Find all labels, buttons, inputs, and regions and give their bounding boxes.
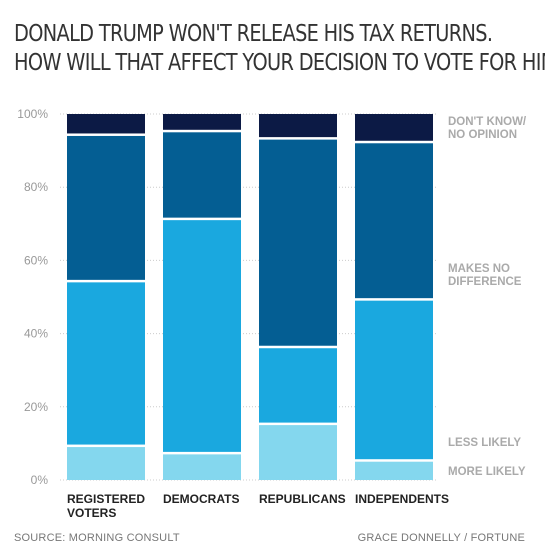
bar-segment xyxy=(259,114,337,138)
bar-segment xyxy=(355,300,433,460)
legend-label: MORE LIKELY xyxy=(448,466,526,478)
bar-segment xyxy=(355,143,433,299)
bar-segment xyxy=(259,348,337,423)
y-tick-label: 80% xyxy=(24,180,48,194)
y-tick-label: 60% xyxy=(24,253,48,267)
bar-segment xyxy=(67,114,145,134)
legend: MORE LIKELY LESS LIKELY MAKES NODIFFERENCE… xyxy=(448,116,527,478)
y-tick-label: 20% xyxy=(24,400,48,414)
x-category-label: VOTERS xyxy=(67,506,116,520)
bar-segment xyxy=(163,132,241,218)
source-note: SOURCE: MORNING CONSULT xyxy=(14,532,180,544)
chart-title: DONALD TRUMP WON'T RELEASE HIS TAX RETUR… xyxy=(14,20,545,78)
x-category-label: REPUBLICANS xyxy=(259,492,346,506)
legend-label: DON'T KNOW/ xyxy=(448,116,527,128)
bar-segment xyxy=(67,447,145,480)
y-tick-label: 100% xyxy=(17,107,48,121)
x-category-label: INDEPENDENTS xyxy=(355,492,449,506)
bar-segment xyxy=(67,135,145,280)
x-category-label: DEMOCRATS xyxy=(163,492,239,506)
bar-segment xyxy=(163,220,241,452)
x-category-label: REGISTERED xyxy=(67,492,145,506)
legend-label: DIFFERENCE xyxy=(448,276,522,288)
bar-segment xyxy=(67,282,145,445)
y-axis: 0% 20% 40% 60% 80% 100% xyxy=(17,107,48,487)
bar-segment xyxy=(259,425,337,480)
bar-segment xyxy=(355,461,433,480)
bar-segment xyxy=(355,114,433,141)
y-tick-label: 0% xyxy=(31,473,49,487)
bar-segment xyxy=(163,454,241,480)
bar-segment xyxy=(163,114,241,130)
bars xyxy=(67,114,433,480)
legend-label: LESS LIKELY xyxy=(448,437,521,449)
legend-label: MAKES NO xyxy=(448,263,510,275)
title-line-1: DONALD TRUMP WON'T RELEASE HIS TAX RETUR… xyxy=(14,21,493,47)
legend-label: NO OPINION xyxy=(448,129,517,141)
credit-note: GRACE DONNELLY / FORTUNE xyxy=(357,532,525,544)
y-tick-label: 40% xyxy=(24,327,48,341)
bar-segment xyxy=(259,139,337,346)
